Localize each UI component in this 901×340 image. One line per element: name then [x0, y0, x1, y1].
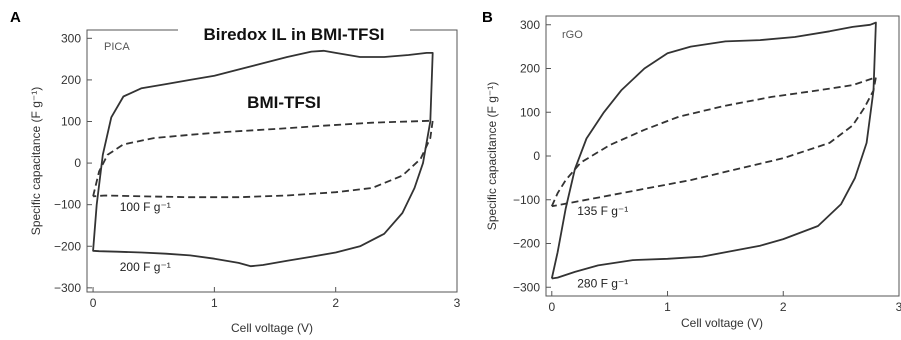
- panel-b-letter: B: [482, 9, 493, 26]
- panel-b: B rGO 0 1 2 3 −300 −200 −100 0 100 200 300 135 F g…: [482, 9, 901, 330]
- b-ytick-label-0: −300: [513, 280, 540, 294]
- b-ytick-label-6: 300: [520, 18, 540, 32]
- b-ytick-label-1: −200: [513, 237, 540, 251]
- panel-b-xlabel: Cell voltage (V): [681, 316, 763, 330]
- panel-a-subtitle: BMI-TFSI: [247, 93, 321, 112]
- a-xtick-label-0: 0: [90, 296, 97, 310]
- b-xtick-label-2: 2: [780, 300, 787, 314]
- a-xtick-label-1: 1: [211, 296, 218, 310]
- a-ytick-label-5: 200: [61, 73, 81, 87]
- panel-b-frame: [545, 15, 900, 297]
- a-series-solid: [92, 49, 434, 268]
- panel-a-tag: PICA: [104, 41, 130, 53]
- a-ytick-label-1: −200: [54, 239, 81, 253]
- b-ytick-label-3: 0: [533, 149, 540, 163]
- panel-a-letter: A: [10, 9, 21, 26]
- a-xtick-label-3: 3: [454, 296, 461, 310]
- a-xtick-label-2: 2: [332, 296, 339, 310]
- b-series-dashed: [550, 76, 877, 208]
- a-series-dashed: [92, 119, 434, 199]
- b-xtick-label-0: 0: [548, 300, 555, 314]
- b-ytick-label-2: −100: [513, 193, 540, 207]
- panel-b-ticks: 0 1 2 3 −300 −200 −100 0 100 200 300: [513, 18, 901, 314]
- panel-a-title-bg: [178, 20, 410, 46]
- a-annotation-0: 100 F g⁻¹: [120, 200, 171, 214]
- panel-a-ylabel: Specific capacitance (F g⁻¹): [29, 87, 43, 235]
- b-series-solid: [550, 21, 877, 280]
- panel-b-tag: rGO: [562, 29, 583, 41]
- b-ytick-label-5: 200: [520, 62, 540, 76]
- panel-a-curves: [92, 49, 434, 268]
- a-ytick-label-4: 100: [61, 114, 81, 128]
- panel-a-ticks: 0 1 2 3 −300 −200 −100 0 100 200 300: [54, 31, 461, 310]
- a-ytick-label-2: −100: [54, 198, 81, 212]
- panel-a: A PICA 0 1 2 3 −300 −200 −100 0 100 200 300 Biredo…: [10, 9, 461, 335]
- a-ytick-label-0: −300: [54, 281, 81, 295]
- a-ytick-label-6: 300: [61, 31, 81, 45]
- panel-b-ylabel: Specific capacitance (F g⁻¹): [485, 82, 499, 230]
- panel-a-annotations: 100 F g⁻¹ 200 F g⁻¹: [120, 200, 171, 274]
- a-annotation-1: 200 F g⁻¹: [120, 260, 171, 274]
- panel-b-curves: [550, 21, 877, 280]
- b-xtick-label-3: 3: [896, 300, 901, 314]
- b-ytick-label-4: 100: [520, 105, 540, 119]
- a-ytick-label-3: 0: [74, 156, 81, 170]
- panel-b-annotations: 135 F g⁻¹ 280 F g⁻¹: [577, 204, 628, 290]
- panel-a-xlabel: Cell voltage (V): [231, 321, 313, 335]
- panel-a-title: Biredox IL in BMI-TFSI: [203, 25, 384, 44]
- b-xtick-label-1: 1: [664, 300, 671, 314]
- b-annotation-0: 135 F g⁻¹: [577, 204, 628, 218]
- b-annotation-1: 280 F g⁻¹: [577, 276, 628, 290]
